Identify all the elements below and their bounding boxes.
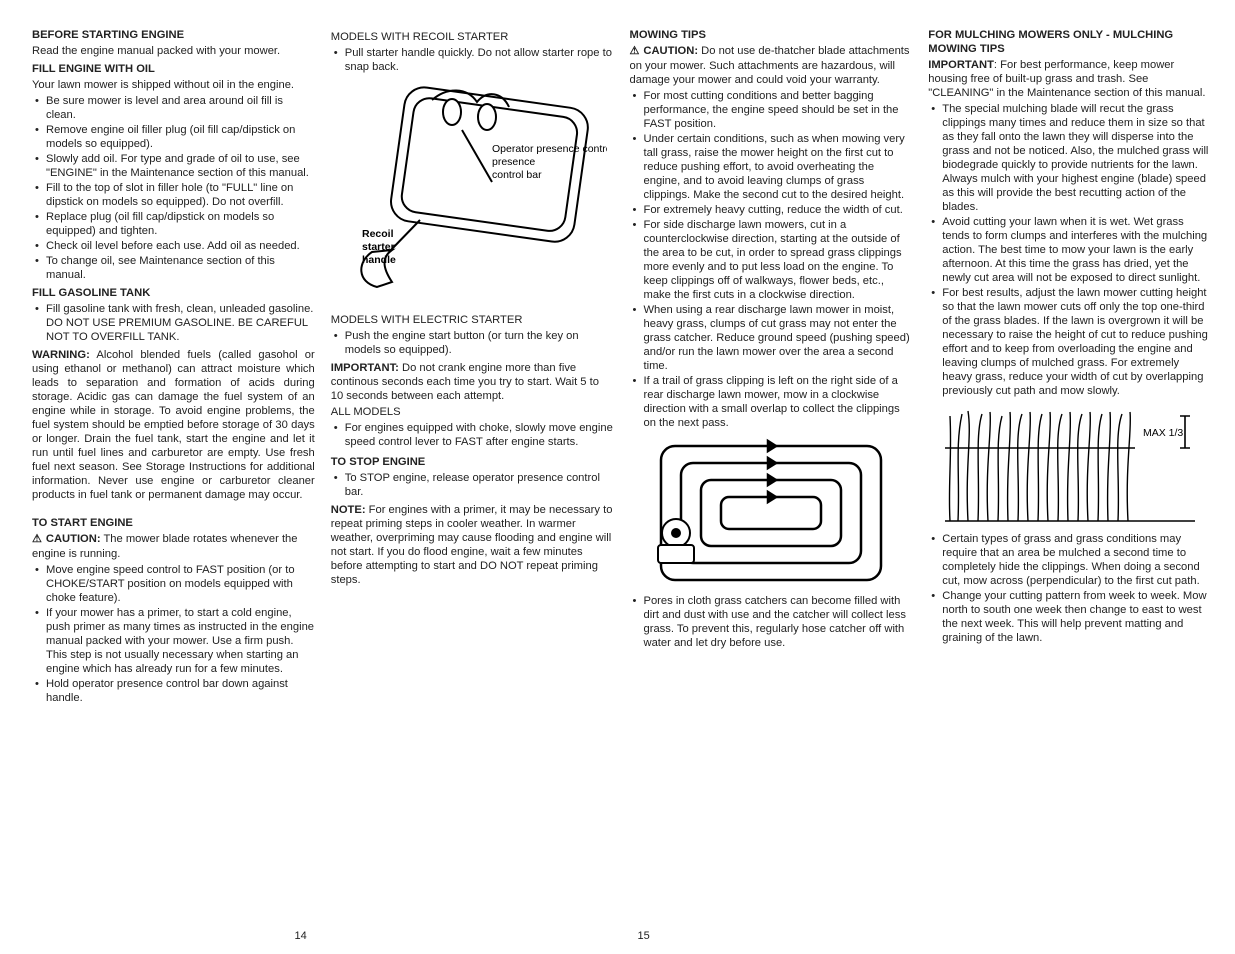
fig-label: MAX 1/3 (1143, 427, 1183, 439)
column-1: BEFORE STARTING ENGINE Read the engine m… (32, 28, 315, 944)
heading: TO STOP ENGINE (331, 455, 614, 469)
grass-height-figure: MAX 1/3 (940, 406, 1200, 526)
list: Pull starter handle quickly. Do not allo… (331, 46, 614, 74)
fig-label: Operator presence control bar (492, 143, 607, 155)
important: IMPORTANT: Do not crank engine more than… (331, 361, 614, 403)
caution-lead: CAUTION: (32, 533, 101, 545)
list: Be sure mower is level and area around o… (32, 94, 315, 282)
list-item: The special mulching blade will recut th… (928, 102, 1211, 214)
list: Pores in cloth grass catchers can become… (630, 594, 913, 650)
list-item: Be sure mower is level and area around o… (32, 94, 315, 122)
list-item: Pull starter handle quickly. Do not allo… (331, 46, 614, 74)
list-item: Check oil level before each use. Add oil… (32, 239, 315, 253)
list: Certain types of grass and grass conditi… (928, 532, 1211, 645)
svg-text:presence: presence (492, 156, 535, 168)
svg-text:control bar: control bar (492, 169, 542, 181)
list-item: Pores in cloth grass catchers can become… (630, 594, 913, 650)
fig-label: Recoil (362, 228, 394, 240)
list-item: Change your cutting pattern from week to… (928, 589, 1211, 645)
page-number: 15 (630, 930, 913, 944)
list-item: Move engine speed control to FAST positi… (32, 563, 315, 605)
caution: CAUTION: The mower blade rotates wheneve… (32, 532, 315, 561)
list: For engines equipped with choke, slowly … (331, 421, 614, 449)
list-item: To change oil, see Maintenance section o… (32, 254, 315, 282)
list: The special mulching blade will recut th… (928, 102, 1211, 398)
column-4: FOR MULCHING MOWERS ONLY - MULCHING MOWI… (928, 28, 1211, 944)
caution-lead: CAUTION: (630, 45, 699, 57)
mowing-pattern-figure (646, 438, 896, 588)
list-item: For engines equipped with choke, slowly … (331, 421, 614, 449)
recoil-starter-figure: Operator presence control bar presence c… (337, 82, 607, 307)
note-lead: NOTE: (331, 504, 366, 516)
para: Your lawn mower is shipped without oil i… (32, 78, 315, 92)
list-item: For most cutting conditions and better b… (630, 89, 913, 131)
list-item: Fill to the top of slot in filler hole (… (32, 181, 315, 209)
list: For most cutting conditions and better b… (630, 89, 913, 430)
svg-text:handle: handle (362, 254, 396, 266)
list: Move engine speed control to FAST positi… (32, 563, 315, 705)
heading: BEFORE STARTING ENGINE (32, 28, 315, 42)
list: Fill gasoline tank with fresh, clean, un… (32, 302, 315, 344)
column-2: MODELS WITH RECOIL STARTER Pull starter … (331, 28, 614, 944)
list-item: For best results, adjust the lawn mower … (928, 286, 1211, 398)
list-item: When using a rear discharge lawn mower i… (630, 303, 913, 373)
svg-text:starter: starter (362, 241, 395, 253)
warning-lead: WARNING: (32, 349, 90, 361)
list-item: Certain types of grass and grass conditi… (928, 532, 1211, 588)
warning-body: Alcohol blended fuels (called gasohol or… (32, 349, 315, 501)
para: Read the engine manual packed with your … (32, 44, 315, 58)
list-item: Push the engine start button (or turn th… (331, 329, 614, 357)
heading: TO START ENGINE (32, 516, 315, 530)
list-item: For extremely heavy cutting, reduce the … (630, 203, 913, 217)
important-lead: IMPORTANT: (331, 362, 399, 374)
list-item: Avoid cutting your lawn when it is wet. … (928, 215, 1211, 285)
list: Push the engine start button (or turn th… (331, 329, 614, 357)
column-3: MOWING TIPS CAUTION: Do not use de-thatc… (630, 28, 913, 944)
list-item: To STOP engine, release operator presenc… (331, 471, 614, 499)
model-label: ALL MODELS (331, 405, 614, 419)
subheading: FILL GASOLINE TANK (32, 286, 315, 300)
heading: FOR MULCHING MOWERS ONLY - MULCHING MOWI… (928, 28, 1211, 56)
page-number: 14 (32, 930, 315, 944)
important-lead: IMPORTANT (928, 59, 994, 71)
list-item: Under certain conditions, such as when m… (630, 132, 913, 202)
note-body: For engines with a primer, it may be nec… (331, 504, 613, 586)
list: To STOP engine, release operator presenc… (331, 471, 614, 499)
list-item: Hold operator presence control bar down … (32, 677, 315, 705)
list-item: If your mower has a primer, to start a c… (32, 606, 315, 676)
list-item: Slowly add oil. For type and grade of oi… (32, 152, 315, 180)
warning: WARNING: Alcohol blended fuels (called g… (32, 348, 315, 502)
list-item: Remove engine oil filler plug (oil fill … (32, 123, 315, 151)
note: NOTE: For engines with a primer, it may … (331, 503, 614, 587)
heading: MOWING TIPS (630, 28, 913, 42)
caution: CAUTION: Do not use de-thatcher blade at… (630, 44, 913, 87)
list-item: For side discharge lawn mowers, cut in a… (630, 218, 913, 302)
important: IMPORTANT: For best performance, keep mo… (928, 58, 1211, 100)
list-item: If a trail of grass clipping is left on … (630, 374, 913, 430)
list-item: Fill gasoline tank with fresh, clean, un… (32, 302, 315, 344)
model-label: MODELS WITH ELECTRIC STARTER (331, 313, 614, 327)
model-label: MODELS WITH RECOIL STARTER (331, 30, 614, 44)
subheading: FILL ENGINE WITH OIL (32, 62, 315, 76)
list-item: Replace plug (oil fill cap/dipstick on m… (32, 210, 315, 238)
